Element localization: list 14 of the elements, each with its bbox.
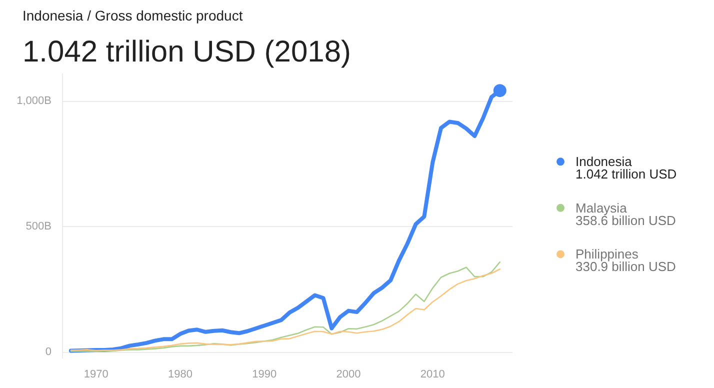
text: 1.042 trillion USD xyxy=(576,166,677,182)
y-tick-label: 1,000B xyxy=(16,95,52,108)
legend-label: Indonesia xyxy=(576,154,633,170)
x-tick-label: 1970 xyxy=(84,368,108,380)
x-tick-label: 2000 xyxy=(336,368,361,380)
x-tick-label: 2010 xyxy=(420,368,445,380)
legend-label: Malaysia xyxy=(576,200,628,216)
y-tick-label: 0 xyxy=(45,346,52,358)
chart-title: 1.042 trillion USD (2018) xyxy=(22,36,351,68)
x-tick-label: 1980 xyxy=(168,368,193,380)
x-tick-label: 1990 xyxy=(252,368,277,380)
chart-subtitle: Indonesia / Gross domestic product xyxy=(22,8,243,24)
legend-label: Philippines xyxy=(576,246,639,262)
y-tick-label: 500B xyxy=(26,220,52,233)
